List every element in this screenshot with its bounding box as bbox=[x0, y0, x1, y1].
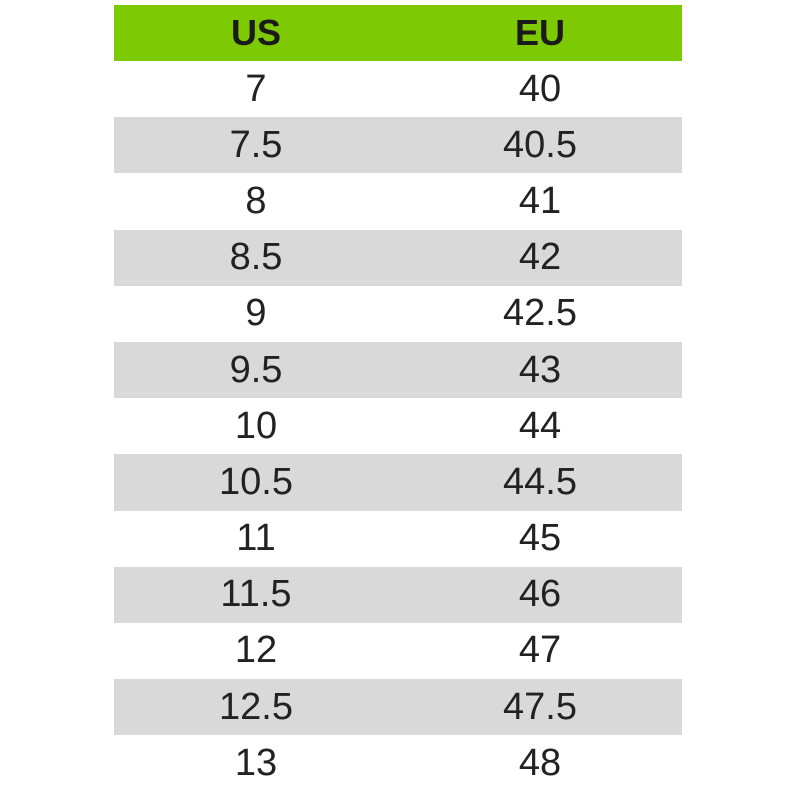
table-cell: 40 bbox=[518, 67, 562, 110]
table-row: 11.5 46 bbox=[114, 566, 682, 623]
table-cell: 7.5 bbox=[229, 123, 283, 166]
table-row: 7 40 bbox=[114, 61, 682, 117]
table-cell: 42.5 bbox=[503, 292, 577, 335]
table-row: 8.5 42 bbox=[114, 229, 682, 286]
table-row: 7.5 40.5 bbox=[114, 117, 682, 174]
header-row: US EU bbox=[114, 5, 682, 61]
table-cell: 11 bbox=[236, 517, 276, 560]
table-cell: 47 bbox=[518, 629, 562, 672]
table-cell: 11.5 bbox=[220, 573, 292, 616]
table-cell: 8 bbox=[245, 179, 267, 222]
table-cell: 46 bbox=[518, 573, 562, 616]
table-cell: 10 bbox=[234, 404, 278, 447]
table-cell: 12.5 bbox=[219, 685, 293, 728]
table-cell: 48 bbox=[518, 741, 562, 784]
table-row: 12 47 bbox=[114, 623, 682, 679]
size-table: US EU 7 40 7.5 40.5 8 41 8.5 42 9 42.5 9.5 43 10 44 10.… bbox=[114, 5, 682, 791]
table-row: 8 41 bbox=[114, 173, 682, 229]
table-cell: 12 bbox=[234, 629, 278, 672]
table-cell: 42 bbox=[518, 236, 562, 279]
table-cell: 40.5 bbox=[503, 123, 577, 166]
table-row: 10.5 44.5 bbox=[114, 454, 682, 511]
table-row: 10 44 bbox=[114, 398, 682, 454]
header-cell: US bbox=[230, 12, 281, 53]
header-cell: EU bbox=[514, 12, 565, 53]
table-row: 12.5 47.5 bbox=[114, 679, 682, 736]
table-cell: 47.5 bbox=[503, 685, 577, 728]
table-cell: 45 bbox=[518, 517, 562, 560]
table-cell: 9.5 bbox=[229, 348, 283, 391]
table-cell: 44 bbox=[518, 404, 562, 447]
table-row: 13 48 bbox=[114, 735, 682, 791]
table-cell: 41 bbox=[518, 179, 562, 222]
table-cell: 9 bbox=[245, 292, 267, 335]
table-cell: 8.5 bbox=[229, 236, 283, 279]
table-row: 11 45 bbox=[114, 511, 682, 567]
table-cell: 10.5 bbox=[219, 460, 293, 503]
table-cell: 13 bbox=[234, 741, 278, 784]
table-cell: 43 bbox=[518, 348, 562, 391]
table-cell: 44.5 bbox=[503, 460, 577, 503]
table-row: 9 42.5 bbox=[114, 286, 682, 342]
table-row: 9.5 43 bbox=[114, 341, 682, 399]
table-cell: 7 bbox=[245, 67, 267, 110]
